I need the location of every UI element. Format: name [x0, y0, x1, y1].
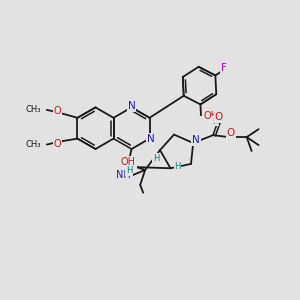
Text: H: H	[126, 167, 133, 176]
Text: OH: OH	[204, 111, 219, 121]
Text: NH: NH	[116, 170, 131, 180]
Text: F: F	[221, 63, 226, 73]
Text: O: O	[54, 106, 62, 116]
Text: N: N	[147, 134, 154, 144]
Text: H: H	[153, 154, 159, 163]
Text: OH: OH	[121, 157, 136, 167]
Text: O: O	[227, 128, 235, 138]
Text: O: O	[215, 112, 223, 122]
Text: H: H	[174, 162, 181, 171]
Text: N: N	[128, 101, 135, 111]
Text: N: N	[192, 135, 200, 145]
Text: CH₃: CH₃	[25, 140, 41, 149]
Text: O: O	[54, 139, 62, 148]
Text: H: H	[212, 117, 218, 126]
Text: CH₃: CH₃	[25, 105, 41, 114]
